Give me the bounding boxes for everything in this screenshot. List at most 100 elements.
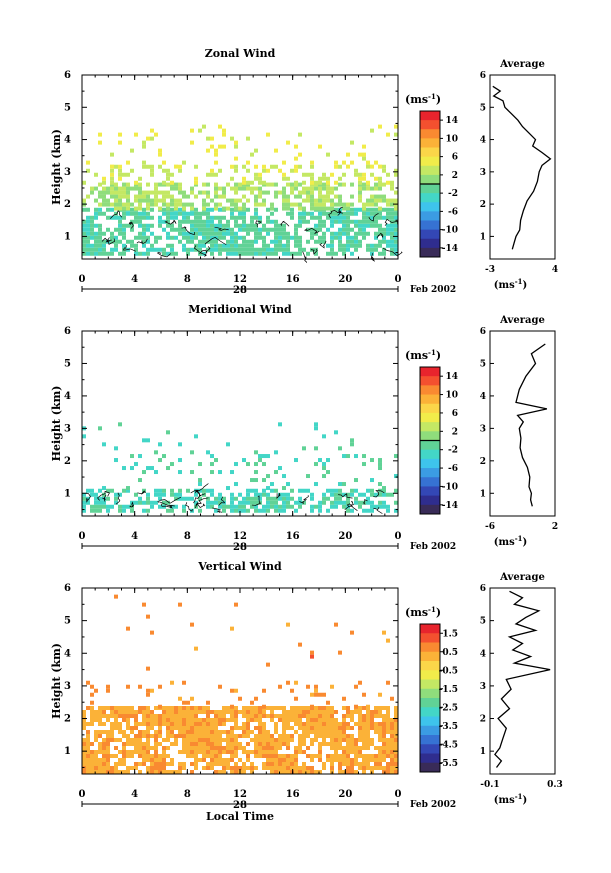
heatmap-cell bbox=[194, 722, 198, 726]
contour-line bbox=[86, 492, 91, 503]
heatmap-cell bbox=[182, 219, 186, 224]
heatmap-cell bbox=[234, 168, 238, 173]
heatmap-cell bbox=[86, 160, 90, 165]
heatmap-cell bbox=[214, 734, 218, 738]
heatmap-cell bbox=[242, 730, 246, 734]
panel-title: Zonal Wind bbox=[205, 47, 276, 60]
heatmap-cell bbox=[374, 247, 378, 252]
heatmap-cell bbox=[362, 152, 366, 157]
heatmap-cell bbox=[206, 754, 210, 758]
heatmap-cell bbox=[358, 714, 362, 718]
average-profile-line bbox=[492, 85, 552, 250]
heatmap-cell bbox=[282, 474, 286, 479]
heatmap-cell bbox=[150, 504, 154, 509]
heatmap-cell bbox=[214, 500, 218, 505]
heatmap-cells bbox=[82, 422, 398, 513]
heatmap-cell bbox=[274, 190, 278, 195]
heatmap-cell bbox=[190, 140, 194, 145]
heatmap-cell bbox=[98, 742, 102, 746]
heatmap-cell bbox=[186, 754, 190, 758]
heatmap-cell bbox=[122, 466, 126, 471]
heatmap-cell bbox=[342, 182, 346, 187]
heatmap-cell bbox=[170, 202, 174, 207]
heatmap-cell bbox=[386, 243, 390, 248]
heatmap-cell bbox=[94, 714, 98, 718]
heatmap-cell bbox=[110, 180, 114, 185]
heatmap-cell bbox=[154, 718, 158, 722]
heatmap-cell bbox=[206, 730, 210, 734]
heatmap-cell bbox=[298, 504, 302, 509]
heatmap-cell bbox=[346, 706, 350, 710]
heatmap-cell bbox=[246, 462, 250, 467]
heatmap-cell bbox=[238, 235, 242, 240]
heatmap-cell bbox=[218, 504, 222, 509]
heatmap-cell bbox=[126, 211, 130, 216]
heatmap-cell bbox=[326, 722, 330, 726]
heatmap-cell bbox=[258, 750, 262, 754]
heatmap-cell bbox=[322, 235, 326, 240]
heatmap-cell bbox=[166, 762, 170, 766]
heatmap-cell bbox=[118, 508, 122, 513]
heatmap-cell bbox=[114, 190, 118, 195]
heatmap-cell bbox=[126, 684, 130, 689]
heatmap-cell bbox=[318, 742, 322, 746]
heatmap-cell bbox=[242, 219, 246, 224]
heatmap-cell bbox=[310, 710, 314, 714]
heatmap-cell bbox=[154, 132, 158, 137]
heatmap-cell bbox=[262, 227, 266, 232]
heatmap-cell bbox=[206, 182, 210, 187]
heatmap-cell bbox=[122, 504, 126, 509]
heatmap-cell bbox=[274, 730, 278, 734]
heatmap-cell bbox=[146, 738, 150, 742]
heatmap-cell bbox=[282, 231, 286, 236]
heatmap-cell bbox=[90, 750, 94, 754]
heatmap-cell bbox=[342, 714, 346, 718]
heatmap-cell bbox=[170, 235, 174, 240]
heatmap-cell bbox=[330, 738, 334, 742]
heatmap-cell bbox=[350, 718, 354, 722]
heatmap-cell bbox=[118, 198, 122, 203]
heatmap-cell bbox=[314, 770, 318, 774]
heatmap-cell bbox=[218, 754, 222, 758]
heatmap-cell bbox=[126, 738, 130, 742]
heatmap-cell bbox=[198, 496, 202, 501]
heatmap-cell bbox=[274, 194, 278, 199]
heatmap-cell bbox=[102, 504, 106, 509]
heatmap-cell bbox=[86, 500, 90, 505]
colorbar-tick-label: 6 bbox=[452, 409, 458, 419]
heatmap-cell bbox=[230, 734, 234, 738]
heatmap-cell bbox=[362, 144, 366, 149]
heatmap-cell bbox=[394, 227, 398, 232]
heatmap-cell bbox=[90, 758, 94, 762]
heatmap-cell bbox=[390, 746, 394, 750]
heatmap-cell bbox=[94, 710, 98, 714]
heatmap-cell bbox=[102, 486, 106, 491]
contour-lines bbox=[101, 207, 403, 263]
heatmap-cell bbox=[146, 215, 150, 220]
heatmap-cell bbox=[246, 722, 250, 726]
heatmap-cell bbox=[358, 239, 362, 244]
heatmap-cell bbox=[230, 186, 234, 191]
heatmap-cell bbox=[314, 722, 318, 726]
heatmap-cell bbox=[302, 742, 306, 746]
heatmap-cell bbox=[226, 223, 230, 228]
heatmap-cell bbox=[298, 746, 302, 750]
heatmap-cell bbox=[90, 186, 94, 191]
heatmap-cell bbox=[134, 243, 138, 248]
heatmap-cell bbox=[242, 251, 246, 256]
heatmap-cell bbox=[250, 714, 254, 718]
heatmap-cell bbox=[310, 206, 314, 211]
colorbar-swatch bbox=[420, 156, 440, 167]
y-tick-label: 3 bbox=[64, 423, 71, 434]
heatmap-cell bbox=[330, 239, 334, 244]
heatmap-cell bbox=[106, 227, 110, 232]
heatmap-cell bbox=[218, 770, 222, 774]
heatmap-cell bbox=[146, 227, 150, 232]
heatmap-cell bbox=[238, 742, 242, 746]
heatmap-cell bbox=[338, 496, 342, 501]
heatmap-cell bbox=[274, 504, 278, 509]
heatmap-cell bbox=[326, 714, 330, 718]
heatmap-cell bbox=[310, 508, 314, 513]
heatmap-cell bbox=[238, 492, 242, 497]
heatmap-cell bbox=[330, 726, 334, 730]
